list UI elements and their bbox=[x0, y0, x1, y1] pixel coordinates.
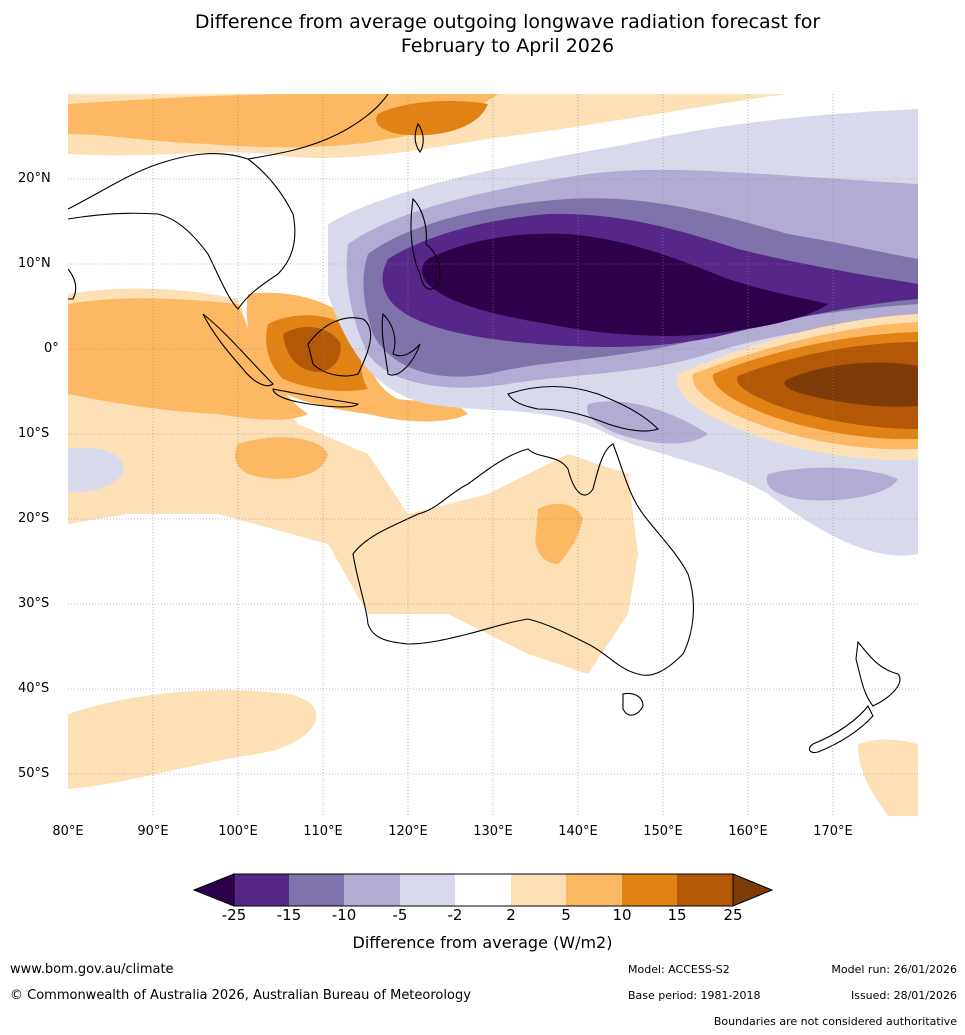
lat-label-40s: 40°S bbox=[18, 681, 50, 696]
website-link[interactable]: www.bom.gov.au/climate bbox=[10, 962, 174, 977]
anomaly-region-n5-png bbox=[587, 401, 708, 444]
coastline-se-asia bbox=[68, 153, 296, 310]
coastline-nz-south bbox=[808, 704, 874, 753]
colorbar-tick-p5: 5 bbox=[561, 906, 571, 924]
coastline-philippines bbox=[410, 197, 441, 290]
colorbar-tick-n2: -2 bbox=[447, 906, 463, 924]
colorbar-swatch-p10 bbox=[622, 874, 677, 906]
lon-label-100e: 100°E bbox=[218, 824, 258, 839]
lon-label-110e: 110°E bbox=[303, 824, 343, 839]
anomaly-map bbox=[68, 94, 918, 816]
anomaly-region-p2-sw bbox=[68, 690, 317, 789]
colorbar-tick-n10: -10 bbox=[331, 906, 357, 924]
lat-label-0: 0° bbox=[44, 341, 59, 356]
colorbar-swatch-p25 bbox=[732, 873, 774, 907]
colorbar-label: Difference from average (W/m2) bbox=[352, 933, 613, 952]
anomaly-region-p5-blob bbox=[235, 437, 328, 479]
lon-label-90e: 90°E bbox=[137, 824, 169, 839]
anomaly-region-p5-aus bbox=[535, 503, 583, 564]
boundary-disclaimer: Boundaries are not considered authoritat… bbox=[713, 1015, 957, 1028]
lon-label-120e: 120°E bbox=[388, 824, 428, 839]
gridlines bbox=[68, 94, 918, 816]
anomaly-region-n25 bbox=[422, 233, 828, 336]
lat-label-20s: 20°S bbox=[18, 511, 50, 526]
anomaly-region-n2-sp bbox=[68, 447, 124, 493]
lon-label-160e: 160°E bbox=[728, 824, 768, 839]
colorbar-swatch-p5 bbox=[566, 874, 622, 906]
coastline-china bbox=[247, 94, 389, 160]
colorbar-swatch-n10 bbox=[289, 874, 344, 906]
coastline-new-guinea bbox=[507, 385, 660, 432]
colorbar-tick-p15: 15 bbox=[667, 906, 687, 924]
colorbar-tick-n15: -15 bbox=[276, 906, 302, 924]
coastline-india bbox=[68, 268, 77, 300]
colorbar-tick-n5: -5 bbox=[392, 906, 408, 924]
lat-label-10n: 10°N bbox=[18, 256, 51, 271]
lat-label-30s: 30°S bbox=[18, 596, 50, 611]
coastline-nz-north bbox=[855, 640, 901, 707]
model-run: Model run: 26/01/2026 bbox=[831, 963, 957, 976]
chart-title: Difference from average outgoing longwav… bbox=[0, 10, 965, 58]
copyright-notice: © Commonwealth of Australia 2026, Austra… bbox=[10, 988, 471, 1003]
colorbar-tick-p25: 25 bbox=[723, 906, 743, 924]
colorbar-tick-n25: -25 bbox=[221, 906, 247, 924]
colorbar-tick-p2: 2 bbox=[506, 906, 516, 924]
lat-label-10s: 10°S bbox=[18, 426, 50, 441]
lon-label-80e: 80°E bbox=[52, 824, 84, 839]
coastline-taiwan bbox=[414, 122, 424, 153]
coastline-borneo bbox=[307, 317, 372, 377]
coastline-tasmania bbox=[622, 692, 644, 716]
anomaly-region-p2-nz bbox=[858, 739, 918, 816]
lon-label-130e: 130°E bbox=[473, 824, 513, 839]
lat-label-20n: 20°N bbox=[18, 171, 51, 186]
anomaly-region-p5-io bbox=[68, 298, 308, 420]
colorbar-swatch-zero bbox=[455, 874, 511, 906]
lon-label-170e: 170°E bbox=[813, 824, 853, 839]
coastline-java bbox=[272, 388, 360, 408]
coastline-sumatra bbox=[202, 313, 274, 387]
lat-label-50s: 50°S bbox=[18, 766, 50, 781]
colorbar-swatch-n5 bbox=[344, 874, 400, 906]
anomaly-region-p5-north bbox=[68, 94, 498, 148]
model-info: Model: ACCESS-S2 bbox=[628, 963, 730, 976]
colorbar-tick-p10: 10 bbox=[612, 906, 632, 924]
anomaly-region-p15-java bbox=[283, 327, 341, 372]
title-line-1: Difference from average outgoing longwav… bbox=[194, 11, 821, 33]
colorbar-swatch-n25 bbox=[192, 873, 235, 907]
anomaly-region-p25-pac bbox=[784, 362, 918, 407]
base-period: Base period: 1981-2018 bbox=[628, 989, 761, 1002]
anomaly-region-p10-north bbox=[376, 101, 488, 136]
issued-date: Issued: 28/01/2026 bbox=[850, 989, 957, 1002]
title-line-2: February to April 2026 bbox=[400, 35, 615, 57]
colorbar-swatch-p15 bbox=[677, 874, 733, 906]
coastlines bbox=[68, 94, 901, 753]
coastline-sulawesi bbox=[381, 312, 421, 376]
colorbar-swatch-p2 bbox=[511, 874, 566, 906]
lon-label-150e: 150°E bbox=[643, 824, 683, 839]
colorbar-swatch-n15 bbox=[234, 874, 289, 906]
lon-label-140e: 140°E bbox=[558, 824, 598, 839]
coastline-australia bbox=[352, 443, 694, 676]
colorbar-swatch-n2 bbox=[400, 874, 455, 906]
colorbar-frame bbox=[233, 873, 734, 907]
anomaly-region-n5-sp bbox=[766, 467, 898, 501]
